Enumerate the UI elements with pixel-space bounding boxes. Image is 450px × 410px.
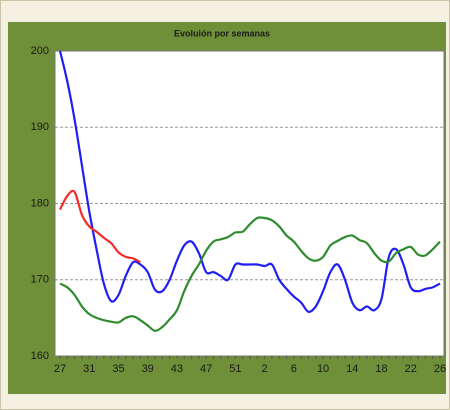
x-tick-label: 27: [54, 363, 66, 375]
y-tick-label: 170: [31, 274, 49, 286]
x-tick-label: 31: [83, 363, 95, 375]
y-tick-label: 200: [31, 45, 49, 57]
x-tick-label: 47: [200, 363, 212, 375]
x-tick-label: 39: [142, 363, 154, 375]
x-tick-label: 2: [262, 363, 268, 375]
x-tick-label: 14: [346, 363, 358, 375]
x-tick-label: 10: [317, 363, 329, 375]
y-tick-label: 160: [31, 350, 49, 362]
x-tick-label: 18: [375, 363, 387, 375]
x-tick-label: 22: [405, 363, 417, 375]
x-tick-label: 26: [434, 363, 446, 375]
x-tick-label: 6: [291, 363, 297, 375]
y-tick-label: 180: [31, 197, 49, 209]
chart-title: Evoluión por semanas: [174, 28, 270, 38]
line-series: [58, 50, 441, 313]
x-tick-label: 43: [171, 363, 183, 375]
x-tick-label: 35: [112, 363, 124, 375]
line-series: [59, 189, 141, 264]
line-series: [59, 216, 441, 332]
y-tick-label: 190: [31, 121, 49, 133]
x-tick-label: 51: [229, 363, 241, 375]
